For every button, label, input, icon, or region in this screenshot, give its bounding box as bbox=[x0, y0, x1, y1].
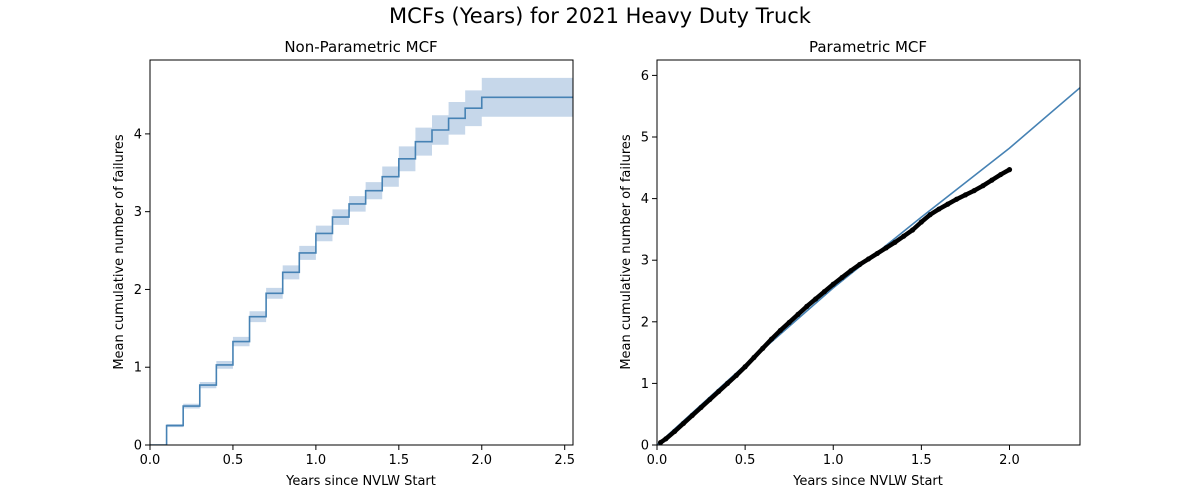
data-point bbox=[945, 201, 951, 207]
y-tick-label: 4 bbox=[134, 127, 142, 142]
x-tick-label: 1.0 bbox=[823, 453, 844, 468]
data-point bbox=[733, 372, 739, 378]
data-point bbox=[768, 336, 775, 342]
data-point bbox=[813, 296, 819, 302]
x-tick-label: 0.0 bbox=[140, 453, 161, 468]
x-tick-label: 2.5 bbox=[554, 453, 575, 468]
data-point bbox=[962, 192, 969, 198]
data-point bbox=[998, 171, 1004, 178]
y-tick-label: 4 bbox=[641, 192, 649, 207]
plot-area bbox=[657, 87, 1080, 445]
data-point bbox=[716, 388, 722, 395]
data-point bbox=[680, 420, 687, 427]
x-axis-label-parametric: Years since NVLW Start bbox=[792, 474, 943, 489]
data-point bbox=[857, 261, 863, 268]
figure-title: MCFs (Years) for 2021 Heavy Duty Truck bbox=[389, 4, 811, 28]
x-tick-label: 0.5 bbox=[223, 453, 244, 468]
x-tick-label: 2.0 bbox=[471, 453, 492, 468]
data-point bbox=[830, 281, 836, 287]
data-point bbox=[927, 212, 933, 218]
y-axis-label-non-parametric: Mean cumulative number of failures bbox=[112, 134, 127, 370]
axes-frame bbox=[656, 59, 1081, 446]
data-point bbox=[883, 245, 889, 251]
axes-frame bbox=[149, 59, 574, 446]
data-point bbox=[909, 227, 916, 233]
y-tick-label: 0 bbox=[134, 439, 142, 454]
y-axis-label-parametric: Mean cumulative number of failures bbox=[619, 134, 634, 370]
x-tick-label: 1.0 bbox=[306, 453, 327, 468]
y-tick-label: 3 bbox=[134, 205, 142, 220]
x-tick-label: 0.0 bbox=[647, 453, 668, 468]
data-point bbox=[1006, 167, 1013, 173]
data-point bbox=[874, 250, 880, 257]
data-point bbox=[724, 380, 731, 386]
y-tick-label: 1 bbox=[134, 361, 142, 376]
data-point bbox=[821, 289, 828, 295]
data-point bbox=[698, 404, 704, 411]
data-point bbox=[751, 354, 757, 361]
x-tick-label: 1.5 bbox=[388, 453, 409, 468]
data-point bbox=[989, 177, 995, 183]
y-tick-label: 6 bbox=[641, 69, 649, 84]
y-tick-label: 0 bbox=[641, 439, 649, 454]
data-point bbox=[865, 256, 872, 262]
data-point bbox=[707, 396, 713, 403]
x-tick-label: 0.5 bbox=[735, 453, 756, 468]
data-point bbox=[663, 436, 669, 442]
plot-area bbox=[150, 77, 573, 445]
data-point bbox=[657, 439, 664, 445]
data-point bbox=[777, 327, 783, 334]
data-point bbox=[971, 187, 977, 194]
data-point bbox=[892, 239, 898, 245]
data-point bbox=[954, 196, 960, 202]
data-point bbox=[689, 412, 695, 419]
panel-title-non-parametric: Non-Parametric MCF bbox=[284, 38, 437, 56]
data-point bbox=[848, 268, 854, 274]
y-tick-label: 1 bbox=[641, 377, 649, 392]
y-tick-label: 2 bbox=[134, 283, 142, 298]
panel-title-parametric: Parametric MCF bbox=[809, 38, 927, 56]
data-point bbox=[839, 274, 845, 281]
data-point bbox=[742, 364, 748, 370]
data-point bbox=[795, 311, 801, 318]
y-tick-label: 5 bbox=[641, 131, 649, 146]
data-point bbox=[901, 233, 907, 239]
x-tick-label: 1.5 bbox=[911, 453, 932, 468]
data-point bbox=[672, 428, 678, 435]
data-point bbox=[786, 319, 792, 326]
x-axis-label-non-parametric: Years since NVLW Start bbox=[285, 474, 436, 489]
data-point bbox=[980, 183, 986, 189]
y-tick-label: 3 bbox=[641, 254, 649, 269]
data-point bbox=[760, 345, 766, 351]
x-tick-label: 2.0 bbox=[999, 453, 1020, 468]
data-points-trace bbox=[658, 167, 1012, 445]
non-parametric-panel: Non-Parametric MCF Years since NVLW Star… bbox=[112, 38, 575, 489]
data-point bbox=[918, 219, 924, 225]
mcf-step-line bbox=[150, 96, 573, 445]
data-point bbox=[936, 206, 942, 212]
data-point bbox=[804, 303, 810, 309]
y-tick-label: 2 bbox=[641, 315, 649, 330]
confidence-band bbox=[150, 77, 573, 445]
parametric-panel: Parametric MCF Years since NVLW Start Me… bbox=[619, 38, 1081, 489]
